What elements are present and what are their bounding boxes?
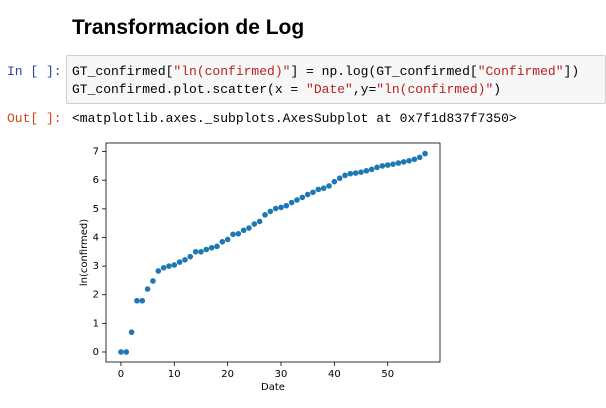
- code-line: GT_confirmed.plot.scatter(x = "Date",y="…: [72, 82, 501, 97]
- x-axis-label: Date: [261, 382, 285, 393]
- point: [416, 154, 423, 161]
- x-tick-label: 40: [328, 369, 341, 380]
- x-tick-label: 10: [168, 369, 181, 380]
- chart: 0 10 20 30 40 50 0 1 2 3 4 5 6 7 Date ln(confirmed): [79, 142, 441, 393]
- point: [336, 175, 343, 182]
- code-token: ]): [563, 64, 580, 79]
- point: [134, 297, 140, 304]
- point: [400, 159, 407, 165]
- point: [294, 197, 300, 203]
- point: [118, 349, 124, 355]
- y-axis-label: ln(confirmed): [79, 219, 90, 286]
- point: [315, 186, 322, 193]
- y-tick-label: 3: [93, 261, 99, 272]
- point: [235, 230, 242, 237]
- point: [288, 199, 295, 206]
- point: [219, 238, 226, 245]
- point: [299, 194, 306, 201]
- point: [224, 236, 231, 243]
- point: [358, 169, 364, 175]
- point: [363, 167, 370, 174]
- point: [240, 227, 247, 234]
- output-prompt: Out[ ]:: [7, 111, 62, 126]
- point: [347, 170, 354, 177]
- heading: Transformacion de Log: [72, 16, 305, 39]
- point: [384, 162, 391, 168]
- output-text: <matplotlib.axes._subplots.AxesSubplot a…: [72, 111, 517, 126]
- code-token: ,y=: [352, 82, 377, 97]
- point: [411, 156, 418, 163]
- point: [272, 205, 279, 212]
- point: [406, 157, 412, 164]
- y-tick-label: 5: [93, 204, 99, 215]
- point: [278, 204, 284, 211]
- y-tick-label: 7: [93, 147, 99, 158]
- point: [320, 185, 327, 192]
- point: [139, 297, 146, 304]
- point: [283, 202, 290, 209]
- point: [198, 248, 204, 255]
- y-tick-label: 0: [93, 347, 99, 358]
- point: [160, 265, 167, 271]
- plot-frame: [105, 142, 441, 363]
- point: [208, 244, 215, 251]
- point: [262, 212, 268, 218]
- point: [352, 170, 359, 176]
- point: [256, 218, 263, 225]
- y-tick-label: 4: [93, 232, 99, 243]
- code-token: GT_confirmed[: [72, 64, 174, 79]
- point: [246, 225, 252, 231]
- point: [182, 257, 188, 263]
- point: [144, 286, 151, 292]
- y-tick-label: 6: [93, 175, 99, 186]
- code-cell[interactable]: [66, 55, 606, 104]
- point: [214, 243, 220, 250]
- x-tick-label: 20: [221, 369, 234, 380]
- point: [166, 263, 172, 269]
- point: [203, 246, 210, 253]
- point: [171, 262, 178, 268]
- point: [368, 166, 375, 173]
- code-token: ] = np.log(GT_confirmed[: [290, 64, 478, 79]
- point: [395, 160, 402, 166]
- x-tick-label: 50: [381, 369, 394, 380]
- code-token: "Confirmed": [477, 64, 564, 79]
- code-token: "Date": [306, 82, 353, 97]
- code-token: "ln(confirmed)": [173, 64, 291, 79]
- point: [187, 253, 194, 260]
- x-tick-label: 30: [275, 369, 288, 380]
- point: [128, 329, 135, 336]
- point: [331, 178, 338, 185]
- point: [390, 161, 396, 167]
- point: [374, 164, 380, 171]
- point: [304, 191, 311, 198]
- code-line: GT_confirmed["ln(confirmed)"] = np.log(G…: [72, 64, 579, 79]
- code-token: GT_confirmed.plot.scatter(x =: [72, 82, 307, 97]
- point: [155, 268, 162, 274]
- point: [326, 183, 332, 189]
- point: [192, 248, 199, 255]
- point: [150, 278, 156, 284]
- point: [422, 150, 428, 157]
- point: [342, 172, 348, 179]
- point: [123, 349, 130, 355]
- point: [230, 231, 236, 238]
- point: [379, 163, 386, 169]
- point: [267, 208, 274, 215]
- point: [176, 259, 183, 265]
- y-tick-label: 2: [93, 290, 99, 301]
- x-tick-label: 0: [118, 369, 124, 380]
- input-prompt: In [ ]:: [7, 64, 62, 79]
- code-token: ): [493, 82, 502, 97]
- y-tick-label: 1: [93, 318, 99, 329]
- code-token: "ln(confirmed)": [376, 82, 494, 97]
- point: [251, 221, 258, 227]
- point: [310, 189, 316, 196]
